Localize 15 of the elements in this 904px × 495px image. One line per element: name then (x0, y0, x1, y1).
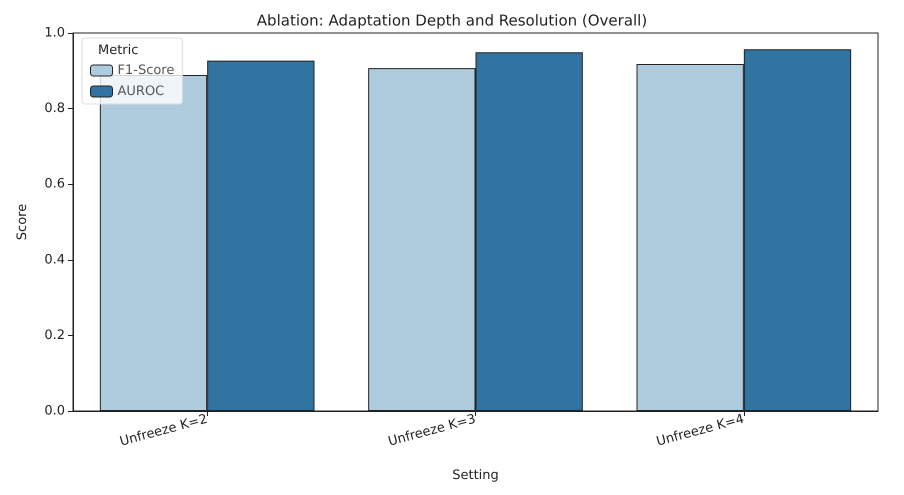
y-tick-label: 0.6 (44, 176, 65, 192)
legend-title: Metric (98, 43, 138, 58)
x-tick-label: Unfreeze K=4 (654, 412, 746, 450)
y-tick-label: 0.2 (44, 328, 65, 343)
y-axis-title: Score (15, 204, 30, 240)
legend-label: F1-Score (118, 63, 174, 78)
y-tick-label: 1.0 (44, 26, 65, 40)
legend-label: AUROC (118, 84, 164, 99)
y-tick-label: 0.4 (44, 252, 65, 268)
x-axis-title: Setting (452, 468, 499, 483)
x-tick-label: Unfreeze K=3 (386, 412, 478, 450)
chart-title: Ablation: Adaptation Depth and Resolution (Overall) (256, 12, 648, 30)
y-tick-label: 0.8 (44, 101, 65, 116)
x-tick-label: Unfreeze K=2 (118, 412, 210, 450)
y-tick-label: 0.0 (44, 404, 65, 418)
